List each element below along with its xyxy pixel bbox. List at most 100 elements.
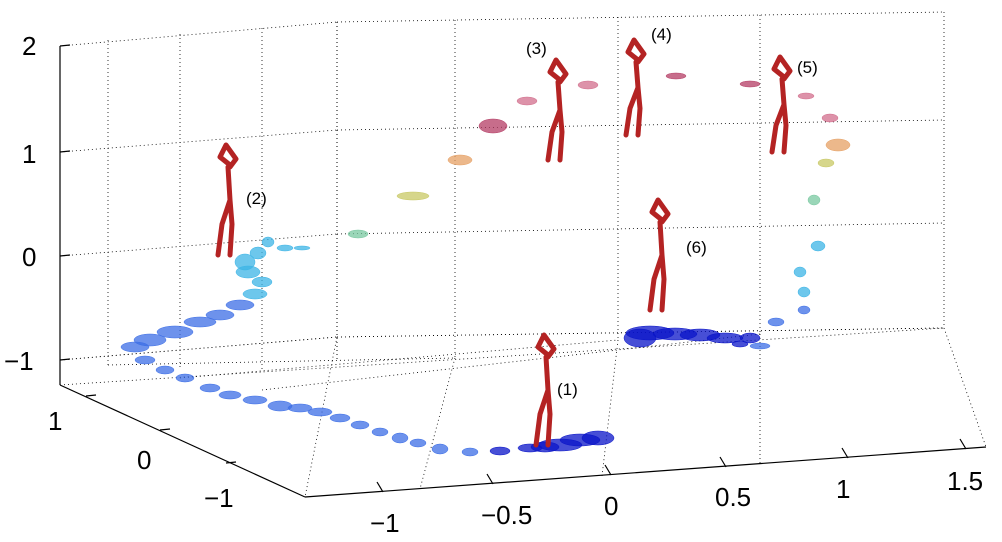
x-tick-label: 0 [604,491,618,521]
trajectory-point [261,236,275,248]
tick-marks [59,44,967,493]
x-axis-line [304,446,987,498]
trajectory-point [665,72,687,80]
trajectory-point [175,373,195,383]
z-tick-label: 0 [22,242,36,272]
x-tick-mark [841,447,849,459]
x-tick-mark [959,438,967,450]
grid-line [59,336,338,361]
trajectory-point [205,309,235,321]
trajectory-point [767,317,785,327]
pose-label-4: (4) [651,25,672,44]
pose-figure-limbs [647,197,671,313]
trajectory-point [396,191,430,201]
pose-figure-3 [545,57,569,163]
trajectory-point [183,316,217,328]
trajectory-point [155,365,175,375]
y-axis-line [59,384,306,498]
trajectory-point [134,355,156,365]
trajectory-point [199,383,221,393]
trajectory-point [797,305,811,315]
grid-line [336,222,945,235]
pose-figure-limbs [623,37,647,138]
grid-line [336,11,945,23]
trajectory-point [706,332,744,344]
trajectory-point [739,80,761,88]
trajectory-point [347,229,369,239]
y-tick-mark [225,461,237,464]
grid-line [107,357,456,366]
trajectory-point [242,395,268,405]
pose-figure-limbs [769,54,793,155]
pose-figures [215,37,793,448]
pose-figure-limbs [533,332,557,448]
pose-label-3: (3) [526,39,547,58]
trajectory-point [623,328,657,348]
trajectory-point [577,80,599,90]
grid-line [59,233,338,257]
trajectory-point [234,253,256,271]
x-tick-label: −1 [370,508,400,538]
y-tick-mark [85,394,97,397]
trajectory-point [810,240,826,252]
trajectory-point [391,432,409,444]
trajectory-point [307,407,333,417]
z-tick-label: 1 [22,139,36,169]
pose-figure-4 [623,37,647,138]
trajectory-point [461,447,479,457]
trajectory-point [156,325,194,339]
trajectory-point [807,194,821,206]
trajectory-point [218,390,242,400]
trajectory-point [821,113,839,123]
trajectory-point [447,154,473,166]
grid-line [419,357,456,490]
trajectory-point [797,286,811,298]
pose-figure-2 [215,142,239,258]
pose-annotations: (1) (2) (3) (4) (5) (6) [246,25,818,399]
x-tick-mark [486,473,494,485]
pose-label-1: (1) [557,380,578,399]
x-tick-label: 1.5 [947,466,983,496]
pose-figure-limbs [545,57,569,163]
trajectory-point [329,413,351,423]
x-tick-mark [719,456,727,468]
y-tick-labels: 1 0 −1 [48,406,234,513]
pose-figure-6 [647,197,671,313]
trajectory-point [825,138,851,152]
grid-lines [59,11,987,498]
y-tick-mark [159,428,171,431]
trajectory-point [249,246,267,260]
trajectory-point [431,443,449,455]
x-tick-label: 1 [836,474,850,504]
pose-figure-limbs [215,142,239,258]
x-tick-labels: −1 −0.5 0 0.5 1 1.5 [370,466,983,538]
trajectory-point [817,158,835,168]
trajectory-point [489,446,511,456]
axis-frame [59,46,987,498]
grid-line [59,129,338,153]
grid-line [59,21,338,47]
trajectory-point [267,400,293,412]
trajectory-point [293,245,311,251]
x-tick-mark [376,481,384,493]
trajectory-point [409,438,427,448]
y-tick-label: −1 [204,483,234,513]
trajectory-points [120,72,851,457]
trajectory-point [749,342,771,350]
trajectory-point [251,276,273,288]
z-tick-label: 2 [22,31,36,61]
z-tick-label: −1 [4,346,34,376]
x-tick-label: 0.5 [715,482,751,512]
pose-label-6: (6) [686,238,707,257]
z-tick-mark [59,254,71,257]
trajectory-point [350,420,370,430]
trajectory-point [797,92,815,100]
pose-figure-5 [769,54,793,155]
trajectory-point [133,333,167,347]
z-tick-mark [59,358,71,361]
trajectory-point [793,266,807,278]
pose-figure-1 [533,332,557,448]
z-tick-mark [59,44,71,47]
z-tick-mark [59,150,71,153]
